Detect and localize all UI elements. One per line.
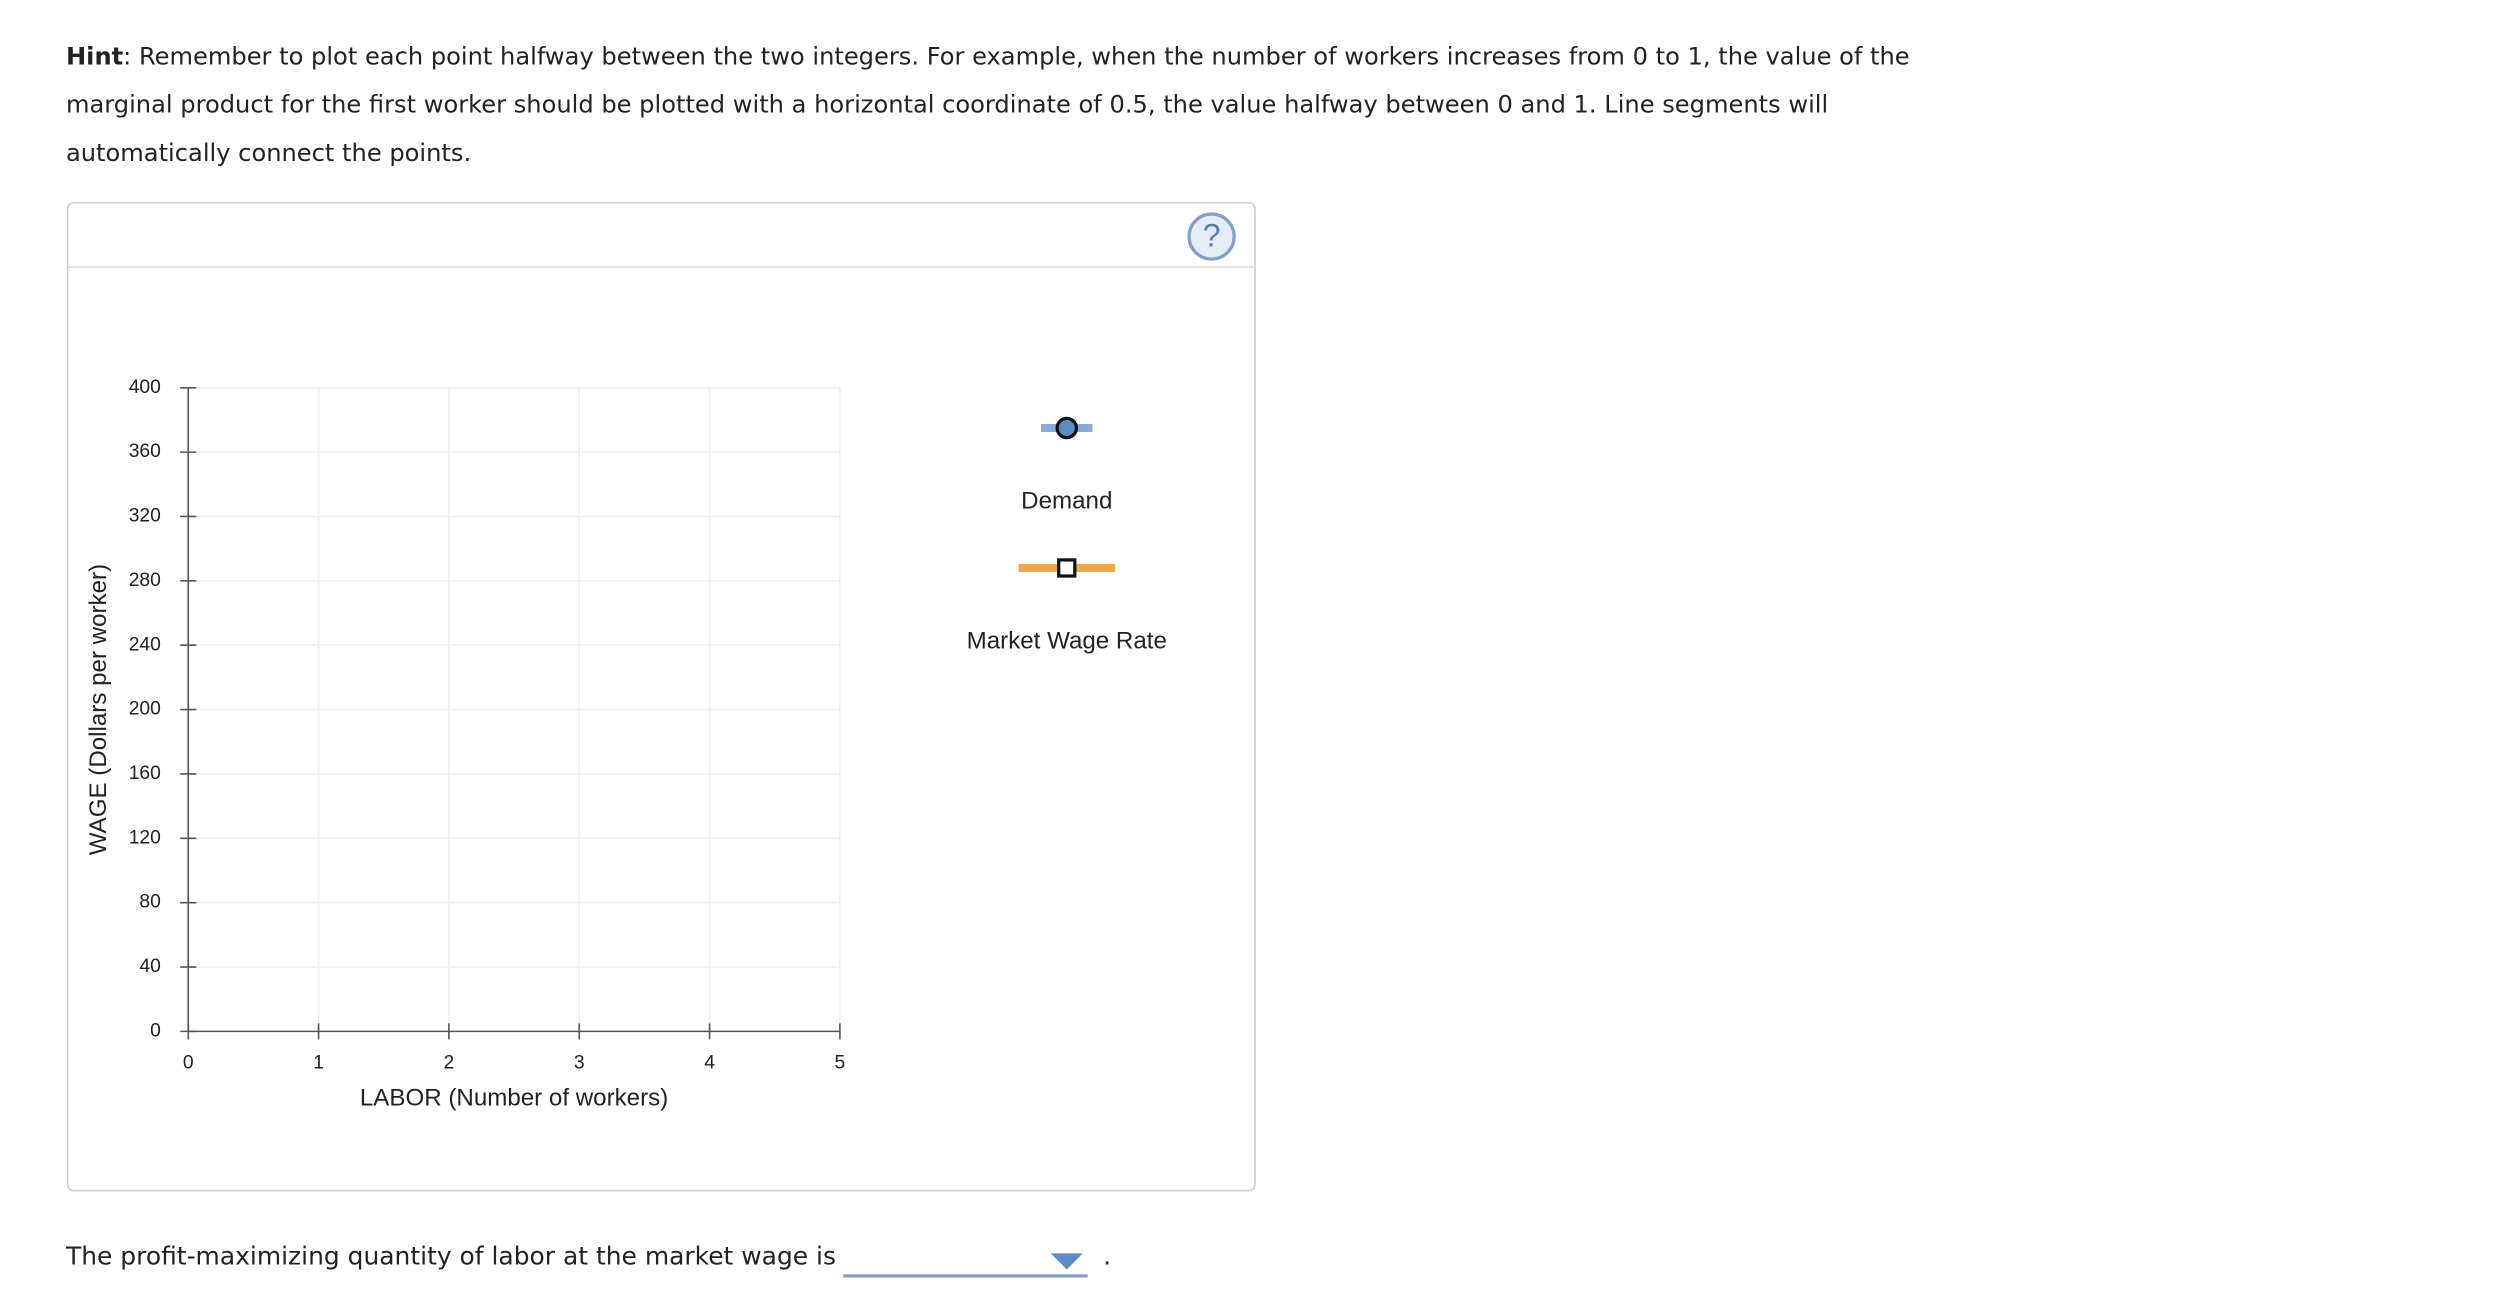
hint: Hint: Remember to plot each point halfwa… [66, 32, 1916, 177]
help-icon[interactable]: ? [1203, 218, 1221, 254]
legend-marker [1057, 558, 1077, 578]
x-tick-label: 5 [835, 1053, 846, 1074]
graph-panel: ? 0 40 80 120 160 200 240 280 320 360 400 0 1 2 3 4 5 LAB… [66, 201, 1256, 1192]
y-tick-label: 0 [150, 1020, 161, 1041]
dropdown-arrow[interactable] [1048, 1252, 1083, 1271]
y-tick-label: 120 [129, 827, 161, 848]
y-tick-label: 200 [129, 699, 161, 720]
y-tick-label: 280 [129, 570, 161, 591]
panel-frame [66, 201, 1256, 1192]
y-tick-label: 320 [129, 506, 161, 527]
x-tick-label: 0 [183, 1053, 194, 1074]
y-axis-label: WAGE (Dollars per worker) [85, 564, 112, 855]
question: The profit-maximizing quantity of labor … [65, 1242, 1112, 1278]
help-button[interactable] [1187, 212, 1236, 261]
x-tick-label: 3 [574, 1053, 585, 1074]
hint-label: Hint [65, 41, 124, 71]
question-text: The profit-maximizing quantity of labor … [65, 1242, 836, 1272]
legend-label: Market Wage Rate [967, 627, 1167, 654]
x-tick-label: 4 [704, 1053, 715, 1074]
y-tick-label: 40 [139, 956, 160, 977]
hint-text: : Remember to plot each point halfway be… [65, 41, 1910, 168]
y-tick-label: 160 [129, 763, 161, 784]
legend-marker [1055, 416, 1079, 440]
question-end: . [1103, 1242, 1112, 1272]
y-tick-label: 80 [139, 892, 160, 913]
x-axis-label: LABOR (Number of workers) [360, 1084, 668, 1111]
answer-dropdown[interactable] [842, 1242, 1087, 1278]
x-tick-label: 1 [313, 1053, 324, 1074]
x-tick-label: 2 [444, 1053, 455, 1074]
y-tick-label: 360 [129, 441, 161, 462]
y-tick-label: 240 [129, 634, 161, 655]
y-tick-label: 400 [129, 377, 161, 398]
legend-label: Demand [1021, 487, 1112, 514]
